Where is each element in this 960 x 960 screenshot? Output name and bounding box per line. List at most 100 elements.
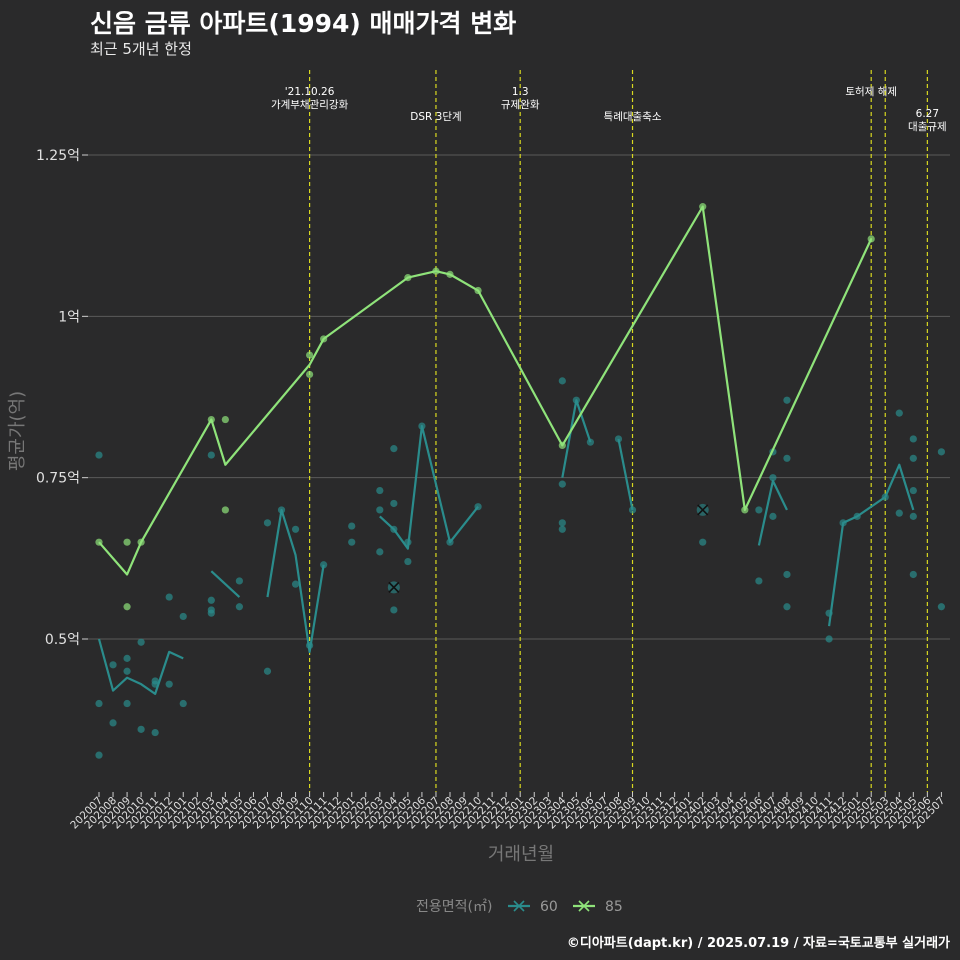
series-60-xmark-1 (697, 504, 709, 516)
series-60-point-14 (165, 680, 173, 688)
legend-marker-60 (513, 900, 525, 912)
x-axis-ticks: 2020072020082020092020102020112020122021… (68, 792, 948, 831)
series-60-point-34 (376, 548, 384, 556)
event-label-0: '21.10.26 가계부채관리강화 (271, 86, 349, 111)
series-60-line-6 (757, 479, 788, 546)
series-60-point-53 (755, 506, 763, 514)
series-60-point-46 (558, 519, 566, 527)
event-label-4: 토허제 해제 (845, 85, 897, 98)
series-60-point-7 (123, 699, 131, 708)
series-60-point-40 (404, 557, 412, 566)
y-tick-label-2: 1억 (58, 309, 80, 325)
series-60-point-54 (755, 577, 763, 585)
series-60-point-9 (137, 725, 145, 733)
series-60-point-6 (123, 667, 131, 675)
series-60-line-7 (827, 463, 915, 627)
event-label-1: DSR 3단계 (410, 111, 461, 123)
series-85-point-2 (123, 603, 131, 611)
series-60-point-44 (558, 377, 566, 385)
series-60-point-27 (291, 580, 300, 588)
series-60-point-17 (207, 451, 215, 459)
series-60-point-74 (937, 448, 946, 456)
series-85-line-0 (98, 205, 873, 576)
series-60-point-61 (783, 603, 791, 611)
event-label-6: 6.27 대출규제 (908, 108, 947, 133)
series-60-point-32 (376, 486, 384, 495)
series-60-line-1 (210, 570, 241, 598)
series-60-point-12 (151, 728, 159, 737)
series-60-point-47 (558, 525, 566, 533)
series-60-point-38 (390, 606, 398, 614)
series-60-line-4 (561, 399, 592, 478)
y-axis-title: 평균가(억) (7, 391, 28, 471)
series-60-point-56 (769, 474, 777, 482)
series-60-line-3 (379, 424, 479, 550)
legend-title: 전용면적(㎡) (416, 899, 492, 915)
chart-title: 신음 금류 아파트(1994) 매매가격 변화 (90, 9, 517, 38)
series-60-line-5 (617, 438, 634, 511)
y-tick-label-1: 0.75억 (36, 471, 80, 487)
series-60-point-1 (95, 699, 103, 708)
legend: 전용면적(㎡) 60 85 (416, 899, 623, 915)
y-tick-label-3: 1.25억 (36, 148, 80, 164)
series-60-point-26 (291, 525, 300, 533)
series-60-point-60 (783, 570, 791, 579)
series-85-point-5 (221, 415, 229, 424)
series-60-point-35 (390, 445, 398, 453)
series-60-point-2 (95, 751, 103, 759)
series-60-point-71 (909, 486, 917, 495)
series-85-point-8 (306, 370, 314, 379)
series-60-point-67 (895, 409, 903, 417)
event-label-3: 특례대출축소 (604, 111, 662, 123)
series-60-point-5 (123, 654, 131, 662)
event-label-2: 1.3 규제완화 (501, 86, 540, 111)
series-60-point-45 (558, 480, 566, 488)
series-85-point-7 (306, 351, 314, 359)
grid-lines (88, 154, 950, 640)
series-85-point-1 (123, 538, 131, 546)
series-60-point-0 (95, 451, 103, 459)
series-60-point-69 (909, 435, 917, 443)
series-60-point-31 (348, 538, 356, 546)
series-60-point-57 (769, 512, 777, 520)
series-60-point-3 (109, 661, 117, 669)
series-60-point-24 (263, 667, 272, 675)
series-60-point-72 (909, 512, 917, 520)
legend-label-85: 85 (605, 899, 623, 915)
source-caption: ©디아파트(dapt.kr) / 2025.07.19 / 자료=국토교통부 실… (566, 936, 950, 951)
series-60-point-70 (909, 454, 917, 462)
series-60-point-58 (783, 396, 791, 404)
series-60-xmark-0 (388, 581, 400, 593)
series-60-line-2 (266, 508, 325, 654)
series-60-point-75 (937, 603, 946, 611)
series-60-point-22 (235, 603, 243, 611)
y-axis-ticks: 0.5억 0.75억 1억 1.25억 (36, 148, 88, 648)
series-60-point-36 (390, 499, 398, 508)
series-60-point-18 (207, 596, 215, 604)
series-60-point-68 (895, 509, 903, 517)
series-60-point-63 (825, 635, 833, 643)
chart-subtitle: 최근 5개년 한정 (90, 40, 192, 58)
series-60-point-8 (137, 638, 145, 646)
series-85-point-6 (221, 506, 229, 514)
series-60-point-15 (179, 612, 187, 621)
series-60-point-20 (207, 609, 215, 617)
series-60-point-52 (699, 538, 707, 546)
y-tick-label-0: 0.5억 (45, 632, 80, 648)
series-60-point-33 (376, 506, 384, 514)
series-60-point-13 (165, 593, 173, 601)
series-60-point-30 (348, 522, 356, 530)
legend-marker-85 (578, 900, 590, 912)
series-60-point-21 (235, 577, 243, 585)
legend-label-60: 60 (540, 899, 558, 915)
series-60-point-16 (179, 699, 187, 708)
series-60-line-0 (97, 638, 184, 695)
series-60-point-73 (909, 570, 917, 579)
series-60-point-4 (109, 719, 117, 727)
series-layer (95, 203, 946, 759)
series-60-point-59 (783, 454, 791, 462)
series-60-point-23 (263, 519, 272, 527)
x-axis-title: 거래년월 (488, 844, 554, 865)
